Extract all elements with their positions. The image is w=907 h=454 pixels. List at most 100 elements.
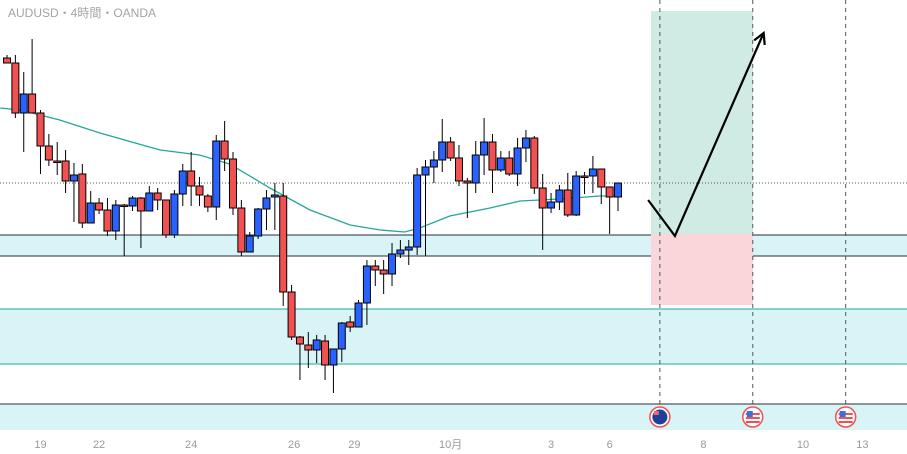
us-flag-icon[interactable] bbox=[834, 406, 857, 428]
candle-body bbox=[563, 189, 572, 216]
flag-canton bbox=[746, 411, 753, 417]
candle bbox=[463, 178, 472, 218]
candle bbox=[488, 134, 497, 193]
candle-body bbox=[429, 159, 438, 168]
candle-body bbox=[61, 160, 70, 182]
candle bbox=[480, 118, 489, 175]
candle bbox=[228, 152, 237, 215]
candle-body bbox=[287, 291, 296, 338]
candle bbox=[572, 171, 581, 216]
candle-body bbox=[597, 168, 606, 188]
candle-body bbox=[463, 180, 472, 184]
candle bbox=[19, 72, 28, 152]
candle-body bbox=[471, 154, 480, 184]
candle bbox=[429, 151, 438, 183]
candle-body bbox=[304, 344, 313, 351]
candle-body bbox=[195, 185, 204, 196]
candle bbox=[413, 168, 422, 255]
flag-union bbox=[653, 411, 659, 415]
candle-body bbox=[538, 187, 547, 209]
candle-body bbox=[19, 93, 28, 114]
candle bbox=[136, 197, 145, 248]
candle-body bbox=[69, 174, 78, 182]
candle-body bbox=[396, 249, 405, 255]
candle bbox=[354, 300, 363, 328]
candle-body bbox=[111, 204, 120, 232]
candle bbox=[605, 186, 614, 234]
candle-body bbox=[279, 195, 288, 293]
candle-body bbox=[588, 168, 597, 177]
candle-body bbox=[329, 348, 338, 366]
x-axis-label: 3 bbox=[548, 439, 554, 451]
candle-body bbox=[454, 157, 463, 182]
candle bbox=[379, 260, 388, 294]
candle-body bbox=[421, 166, 430, 176]
candle-body bbox=[413, 174, 422, 248]
candle bbox=[254, 208, 263, 239]
long-position-stop-area bbox=[651, 234, 753, 305]
candle-body bbox=[354, 302, 363, 328]
candle bbox=[279, 183, 288, 306]
candle-body bbox=[36, 112, 45, 147]
x-axis-label: 10月 bbox=[439, 439, 462, 451]
candle-body bbox=[446, 141, 455, 159]
flag-stripe bbox=[745, 421, 760, 423]
candle bbox=[36, 110, 45, 174]
candle bbox=[95, 198, 104, 214]
long-position-profit-area bbox=[651, 11, 753, 234]
candle-body bbox=[438, 141, 447, 161]
candle bbox=[153, 188, 162, 210]
candle-body bbox=[86, 202, 95, 224]
candle-body bbox=[128, 197, 137, 207]
candle bbox=[421, 160, 430, 256]
candle bbox=[11, 55, 20, 118]
australia-flag-icon[interactable] bbox=[649, 406, 671, 428]
candle bbox=[505, 151, 514, 176]
candle-body bbox=[178, 170, 187, 195]
candle-body bbox=[321, 340, 330, 366]
candle-body bbox=[521, 137, 530, 149]
candle-body bbox=[254, 208, 263, 237]
candle bbox=[530, 136, 539, 194]
candle-body bbox=[614, 182, 623, 198]
candle-body bbox=[295, 336, 304, 345]
x-axis-label: 8 bbox=[700, 439, 706, 451]
x-axis-label: 13 bbox=[856, 439, 868, 451]
candle bbox=[78, 164, 87, 228]
x-axis-label: 22 bbox=[93, 439, 105, 451]
candle bbox=[120, 204, 129, 256]
candle bbox=[220, 121, 229, 171]
candle bbox=[145, 186, 154, 212]
candle bbox=[178, 164, 187, 206]
candle bbox=[513, 138, 522, 186]
candle-body bbox=[153, 192, 162, 201]
candle bbox=[362, 260, 371, 325]
candle bbox=[245, 232, 254, 253]
event-strip bbox=[0, 404, 907, 430]
candle bbox=[187, 152, 196, 206]
candle bbox=[170, 190, 179, 238]
us-flag-icon[interactable] bbox=[742, 406, 764, 428]
x-axis-label: 26 bbox=[288, 439, 300, 451]
candle bbox=[69, 163, 78, 222]
candle-body bbox=[136, 197, 145, 212]
candle bbox=[547, 193, 556, 213]
candle-body bbox=[103, 209, 112, 232]
candle bbox=[329, 348, 338, 393]
candle-body bbox=[346, 321, 355, 328]
flag-stripe bbox=[838, 421, 853, 423]
candle bbox=[555, 185, 564, 210]
candle-body bbox=[95, 202, 104, 211]
candle bbox=[521, 130, 530, 162]
candle bbox=[580, 172, 589, 194]
candle-body bbox=[162, 199, 171, 236]
candle bbox=[496, 151, 505, 172]
candle-body bbox=[505, 157, 514, 175]
candle bbox=[61, 150, 70, 193]
candle-body bbox=[404, 246, 413, 251]
candle bbox=[28, 39, 37, 114]
candle bbox=[597, 168, 606, 204]
x-axis-label: 19 bbox=[34, 439, 46, 451]
candle bbox=[396, 240, 405, 258]
